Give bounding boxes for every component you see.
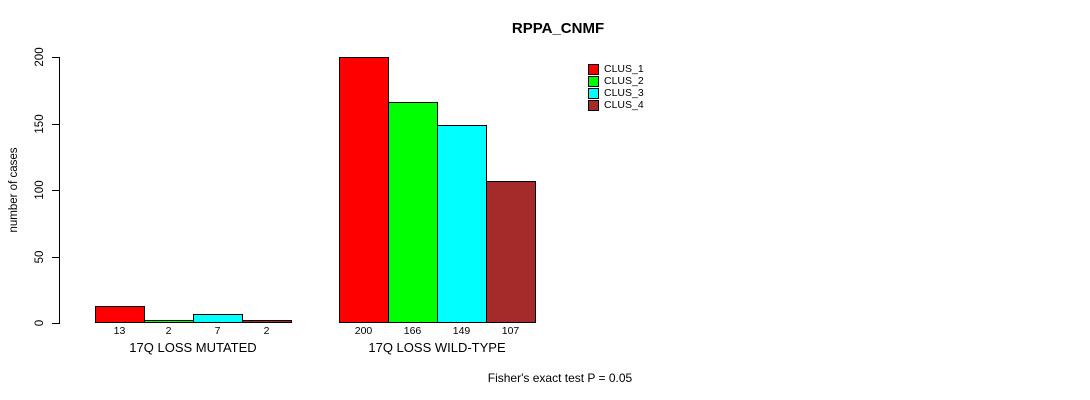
bar-clus_4-group2 bbox=[486, 181, 536, 323]
legend-row-clus_2: CLUS_2 bbox=[588, 75, 644, 87]
bar-value-label: 149 bbox=[452, 325, 471, 337]
y-axis-tick-label: 150 bbox=[34, 113, 46, 134]
chart-title: RPPA_CNMF bbox=[511, 20, 605, 37]
legend-label: CLUS_3 bbox=[604, 87, 644, 99]
legend-row-clus_1: CLUS_1 bbox=[588, 63, 644, 75]
bar-clus_4-group1 bbox=[242, 320, 292, 323]
legend-row-clus_4: CLUS_4 bbox=[588, 99, 644, 111]
y-axis-tick-label: 0 bbox=[34, 319, 46, 327]
bar-clus_3-group1 bbox=[193, 314, 243, 323]
category-label: 17Q LOSS MUTATED bbox=[129, 340, 257, 355]
bar-value-label: 200 bbox=[354, 325, 373, 337]
legend-label: CLUS_1 bbox=[604, 63, 644, 75]
y-axis-line bbox=[59, 57, 60, 324]
bar-value-label: 107 bbox=[501, 325, 520, 337]
bar-clus_1-group2 bbox=[339, 57, 389, 323]
legend-label: CLUS_4 bbox=[604, 99, 644, 111]
bar-value-label: 13 bbox=[113, 325, 126, 337]
y-axis-tick bbox=[52, 323, 59, 324]
legend-label: CLUS_2 bbox=[604, 75, 644, 87]
y-axis-tick bbox=[52, 57, 59, 58]
legend: CLUS_1 CLUS_2 CLUS_3 CLUS_4 bbox=[588, 63, 644, 111]
y-axis-tick-label: 100 bbox=[34, 180, 46, 200]
legend-swatch bbox=[588, 63, 599, 75]
y-axis-tick-label: 200 bbox=[34, 47, 46, 67]
legend-row-clus_3: CLUS_3 bbox=[588, 87, 644, 99]
bar-clus_3-group2 bbox=[437, 125, 487, 323]
y-axis-label: number of cases bbox=[8, 147, 20, 233]
y-axis-tick bbox=[52, 123, 59, 125]
legend-swatch bbox=[588, 75, 599, 87]
y-axis-tick bbox=[52, 190, 59, 191]
bar-value-label: 7 bbox=[214, 325, 221, 337]
y-axis-tick-label: 50 bbox=[34, 250, 46, 263]
bar-value-label: 2 bbox=[165, 325, 172, 337]
legend-swatch bbox=[588, 99, 599, 111]
bar-value-label: 166 bbox=[403, 325, 422, 337]
category-label: 17Q LOSS WILD-TYPE bbox=[368, 340, 506, 355]
y-axis-tick bbox=[52, 256, 59, 258]
footnote-text: Fisher's exact test P = 0.05 bbox=[487, 371, 633, 385]
bar-clus_2-group2 bbox=[388, 102, 438, 323]
bar-value-label: 2 bbox=[263, 325, 270, 337]
bar-clus_1-group1 bbox=[95, 306, 145, 323]
bar-clus_2-group1 bbox=[144, 320, 194, 323]
legend-swatch bbox=[588, 87, 599, 99]
